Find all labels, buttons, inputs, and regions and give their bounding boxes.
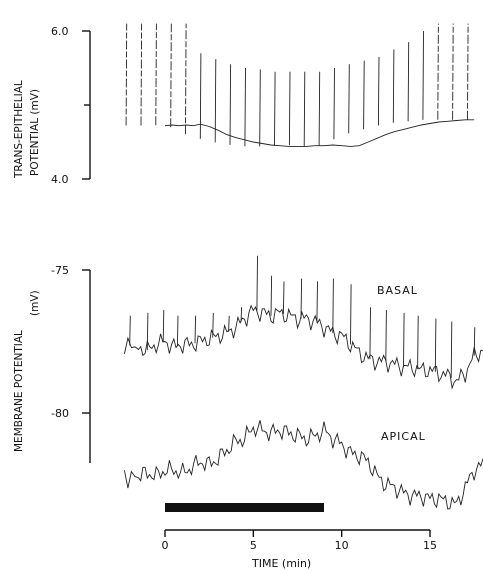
- top-spike: [274, 71, 276, 146]
- basal-spike: [316, 281, 318, 323]
- basal-spike: [282, 281, 285, 315]
- basal-trace: [123, 304, 483, 390]
- top-spike: [199, 53, 202, 139]
- bottom-ylabel-line2: (mV): [29, 290, 41, 316]
- basal-spike: [417, 315, 419, 370]
- top-spike: [437, 23, 439, 120]
- top-spike: [377, 56, 380, 126]
- top-spike: [318, 71, 321, 146]
- bottom-plot-area: [123, 255, 483, 510]
- x-tick-label: 10: [335, 539, 349, 552]
- top-spike: [467, 23, 469, 120]
- top-spike: [407, 42, 410, 122]
- top-spike: [303, 71, 306, 147]
- top-spike: [170, 23, 172, 128]
- basal-spike: [129, 315, 131, 346]
- top-ylabel-line2: POTENTIAL (mV): [29, 89, 41, 176]
- top-ylabel-line1: TRANS-EPITHELIAL: [13, 80, 25, 179]
- bottom-tick-label-80: -80: [51, 407, 69, 420]
- basal-label: BASAL: [377, 284, 418, 297]
- basal-spike: [350, 284, 352, 345]
- top-spike: [363, 60, 365, 130]
- basal-spike: [194, 315, 197, 344]
- x-axis-label: TIME (min): [251, 557, 311, 570]
- top-spike: [422, 30, 424, 120]
- top-spike: [259, 69, 261, 147]
- basal-spike: [146, 312, 149, 351]
- basal-spike: [473, 327, 476, 356]
- x-tick-label: 0: [162, 539, 169, 552]
- apical-trace: [123, 420, 483, 510]
- top-spike: [333, 67, 335, 140]
- basal-spike: [385, 309, 387, 362]
- top-spike: [392, 49, 395, 123]
- x-ticks: 0 5 10 15: [162, 530, 437, 552]
- basal-spike: [434, 318, 437, 372]
- basal-spike: [256, 255, 258, 312]
- stimulus-bar: [165, 503, 324, 512]
- basal-spike: [300, 278, 303, 319]
- x-tick-label: 15: [423, 539, 437, 552]
- top-panel: TRANS-EPITHELIAL POTENTIAL (mV) 6.0 4.0: [13, 23, 475, 186]
- top-spike: [452, 23, 454, 120]
- basal-spike: [212, 312, 214, 338]
- basal-spike: [162, 309, 165, 343]
- top-spike: [229, 64, 232, 145]
- top-spike: [348, 64, 350, 134]
- basal-spike: [228, 315, 230, 332]
- bottom-ylabel-line1: MEMBRANE POTENTIAL: [13, 330, 25, 452]
- x-tick-label: 5: [250, 539, 257, 552]
- top-spike: [244, 67, 246, 147]
- basal-spike: [176, 315, 179, 347]
- basal-spike: [270, 275, 273, 316]
- apical-label: APICAL: [381, 430, 426, 443]
- top-spike: [155, 23, 157, 126]
- bottom-panel: MEMBRANE POTENTIAL (mV) -75 -80 BASAL AP…: [13, 255, 483, 570]
- top-spike: [185, 23, 187, 135]
- basal-spike: [369, 307, 371, 360]
- bottom-tick-label-75: -75: [51, 264, 69, 277]
- top-plot-area: [125, 23, 475, 147]
- basal-spike: [450, 321, 453, 379]
- basal-spike: [332, 278, 334, 333]
- top-spike: [214, 59, 217, 143]
- basal-spike: [240, 307, 243, 323]
- top-spike: [125, 23, 128, 126]
- top-spike: [288, 71, 291, 146]
- top-spike: [140, 23, 143, 126]
- top-tick-label-4: 4.0: [51, 173, 69, 186]
- trans-epithelial-trace: [164, 119, 475, 147]
- top-tick-label-6: 6.0: [51, 25, 69, 38]
- basal-spike: [403, 312, 405, 368]
